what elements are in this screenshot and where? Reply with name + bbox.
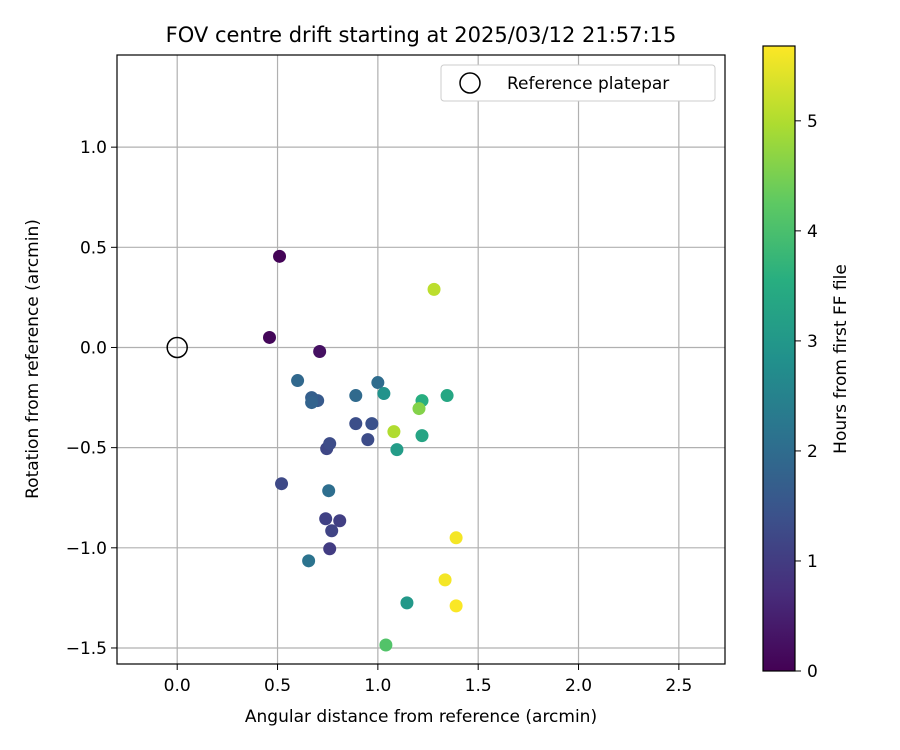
- data-point: [349, 389, 363, 403]
- colorbar-tick-label: 4: [807, 222, 818, 242]
- x-tick-label: 0.5: [264, 676, 291, 696]
- data-point: [323, 437, 337, 451]
- data-point: [349, 417, 363, 431]
- colorbar-tick-label: 0: [807, 662, 818, 682]
- x-axis-label: Angular distance from reference (arcmin): [245, 707, 597, 727]
- data-point: [291, 374, 305, 388]
- colorbar-ticks: 0 1 2 3 4 5: [795, 112, 818, 682]
- legend-label: Reference platepar: [507, 74, 669, 94]
- grid: [117, 55, 725, 664]
- y-tick-label: 0.5: [80, 238, 107, 258]
- y-tick-label: 1.0: [80, 138, 107, 158]
- colorbar-tick-label: 5: [807, 112, 818, 132]
- data-point: [263, 330, 277, 344]
- data-point: [449, 599, 463, 613]
- x-tick-label: 1.0: [364, 676, 391, 696]
- legend: Reference platepar: [440, 64, 716, 102]
- data-point: [440, 389, 454, 403]
- colorbar-tick-label: 2: [807, 442, 818, 462]
- plot-frame: [116, 54, 726, 665]
- data-point: [427, 282, 441, 296]
- data-point: [325, 524, 339, 538]
- data-point: [371, 376, 385, 390]
- data-point: [412, 402, 426, 416]
- data-point: [333, 514, 347, 528]
- x-tick-label: 2.0: [565, 676, 592, 696]
- y-axis-label: Rotation from reference (arcmin): [23, 219, 43, 499]
- x-tick-label: 2.5: [665, 676, 692, 696]
- data-point: [379, 638, 393, 652]
- data-point: [305, 396, 319, 410]
- data-point: [361, 433, 375, 447]
- data-point: [365, 417, 379, 431]
- y-tick-label: −1.5: [66, 639, 107, 659]
- y-axis-ticks: −1.5 −1.0 −0.5 0.0 0.5 1.0: [66, 138, 117, 659]
- y-tick-label: −0.5: [66, 439, 107, 459]
- data-point: [390, 443, 404, 457]
- x-axis-ticks: 0.0 0.5 1.0 1.5 2.0 2.5: [164, 664, 692, 696]
- data-points: [263, 249, 463, 652]
- data-point: [400, 596, 414, 610]
- data-point: [273, 249, 287, 263]
- data-point: [438, 573, 452, 587]
- data-point: [319, 512, 333, 526]
- data-point: [377, 387, 391, 401]
- x-tick-label: 0.0: [164, 676, 191, 696]
- legend-box: [440, 64, 716, 102]
- data-point: [302, 554, 316, 568]
- colorbar: 0 1 2 3 4 5 Hours from first FF file: [762, 45, 851, 682]
- colorbar-tick-label: 3: [807, 332, 818, 352]
- data-point: [323, 542, 337, 556]
- reference-point: [166, 336, 188, 359]
- x-tick-label: 1.5: [465, 676, 492, 696]
- data-point: [275, 477, 289, 491]
- y-tick-label: 0.0: [80, 338, 107, 358]
- data-point: [313, 344, 327, 358]
- colorbar-label: Hours from first FF file: [831, 264, 851, 454]
- data-point: [387, 425, 401, 439]
- data-point: [322, 484, 336, 498]
- legend-marker: [459, 72, 481, 94]
- colorbar-gradient: [762, 45, 796, 672]
- colorbar-tick-label: 1: [807, 552, 818, 572]
- data-point: [415, 429, 429, 443]
- chart-title: FOV centre drift starting at 2025/03/12 …: [166, 23, 677, 47]
- data-point: [449, 531, 463, 545]
- y-tick-label: −1.0: [66, 539, 107, 559]
